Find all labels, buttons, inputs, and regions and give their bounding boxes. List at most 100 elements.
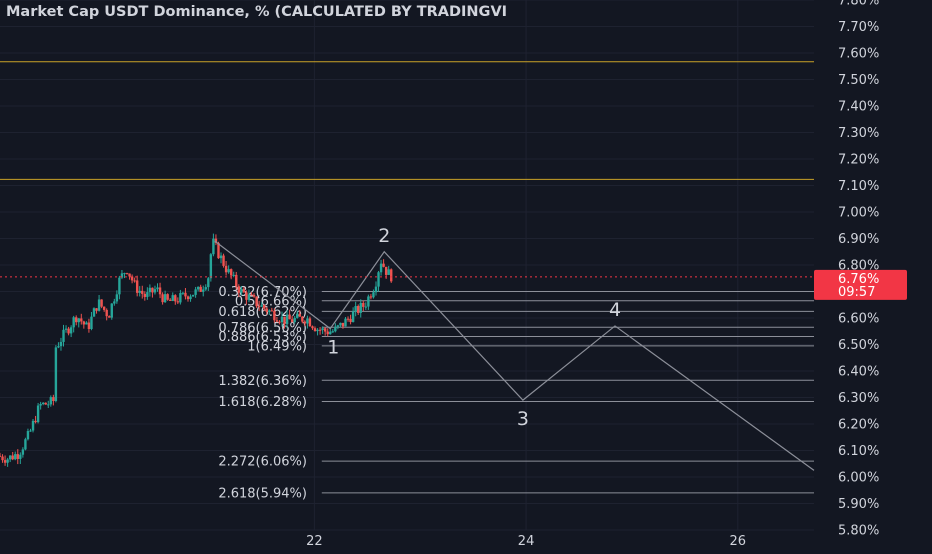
candle-up (54, 347, 58, 401)
candle-up (354, 306, 357, 312)
candle-up (240, 288, 243, 293)
y-tick-label: 7.30% (838, 126, 879, 141)
candle-up (334, 326, 337, 332)
candle-down (102, 306, 106, 310)
candle-up (64, 328, 68, 330)
candle-down (11, 455, 14, 460)
candle-up (153, 289, 157, 293)
fibonacci-levels: 0.382(6.70%)0.5(6.66%)0.618(6.62%)0.786(… (218, 285, 814, 501)
candle-down (3, 460, 7, 463)
candle-up (138, 290, 141, 293)
candle-down (82, 321, 86, 325)
candle-down (199, 286, 202, 292)
fib-level-label: 2.618(5.94%) (218, 486, 307, 501)
candle-down (235, 274, 238, 287)
fib-level-label: 1.382(6.36%) (218, 374, 307, 389)
candle-up (148, 287, 152, 293)
candle-down (263, 305, 266, 309)
candle-down (242, 288, 246, 293)
candle-up (24, 439, 27, 450)
candle-up (219, 255, 223, 259)
y-tick-label: 7.10% (838, 179, 879, 194)
candle-up (374, 286, 378, 293)
candle-down (250, 294, 253, 296)
candle-down (245, 292, 248, 300)
candle-down (80, 318, 83, 322)
candle-down (161, 294, 164, 303)
candle-down (105, 309, 108, 317)
y-tick-label: 6.80% (838, 259, 879, 274)
y-tick-label: 7.00% (838, 206, 879, 221)
candle-up (36, 405, 40, 423)
y-tick-label: 6.10% (838, 444, 879, 459)
candle-down (290, 319, 294, 323)
fib-level-label: 0.886(6.53%) (218, 330, 307, 345)
candle-up (372, 292, 375, 298)
candle-down (100, 299, 103, 307)
y-tick-label: 6.50% (838, 338, 879, 353)
candle-down (214, 238, 218, 243)
candle-down (301, 316, 304, 322)
y-tick-label: 6.30% (838, 391, 879, 406)
y-axis[interactable]: 5.80% 5.90% 6.00% 6.10% 6.20% 6.30% 6.40% 6.50%… (838, 0, 879, 539)
candle-down (278, 321, 281, 323)
candle-up (41, 402, 45, 405)
candle-down (133, 280, 136, 282)
candle-down (255, 296, 258, 307)
candle-down (16, 454, 19, 459)
candle-down (222, 255, 225, 266)
fib-level-label: 0.382(6.70%) (218, 285, 307, 300)
candle-up (293, 317, 296, 323)
candle-up (191, 294, 195, 297)
candle-up (367, 296, 370, 307)
candle-up (194, 289, 197, 295)
y-tick-label: 6.00% (838, 471, 879, 486)
candle-down (313, 328, 317, 332)
price-tag-box (814, 269, 907, 300)
candle-up (247, 294, 251, 300)
y-tick-label: 5.90% (838, 497, 879, 512)
chart-title: Market Cap USDT Dominance, % (CALCULATED… (6, 4, 507, 20)
y-tick-label: 7.60% (838, 47, 879, 62)
candle-up (8, 455, 12, 460)
candle-up (364, 306, 368, 308)
candle-up (359, 302, 362, 313)
current-price-tag: 6.76%09:57 (814, 269, 907, 300)
candle-down (87, 322, 91, 330)
fib-level-label: 2.272(6.06%) (218, 455, 307, 470)
candle-down (349, 318, 352, 323)
x-axis[interactable]: 22 24 26 (306, 534, 746, 549)
candle-up (171, 295, 174, 301)
candle-up (90, 316, 93, 330)
candle-down (346, 318, 350, 320)
horizontal-lines (0, 61, 814, 180)
candle-up (14, 454, 17, 460)
candle-up (316, 329, 319, 332)
candle-down (283, 316, 286, 325)
candle-down (0, 455, 2, 457)
candle-up (207, 278, 210, 288)
candle-up (209, 254, 213, 279)
candle-down (362, 302, 365, 307)
candle-up (31, 420, 35, 431)
candle-up (268, 310, 271, 312)
price-tag-countdown: 09:57 (838, 285, 875, 300)
price-series (0, 233, 393, 467)
candle-up (85, 322, 88, 325)
candle-up (351, 311, 355, 323)
candle-up (59, 341, 63, 347)
candle-down (265, 308, 268, 312)
candle-down (270, 310, 274, 312)
candle-up (377, 272, 380, 287)
candle-down (357, 306, 360, 313)
candle-down (1, 456, 4, 461)
candle-up (296, 313, 299, 318)
candle-up (21, 449, 25, 455)
y-tick-label: 7.20% (838, 153, 879, 168)
candle-down (67, 328, 70, 334)
candle-up (163, 294, 167, 303)
candle-down (318, 329, 322, 331)
